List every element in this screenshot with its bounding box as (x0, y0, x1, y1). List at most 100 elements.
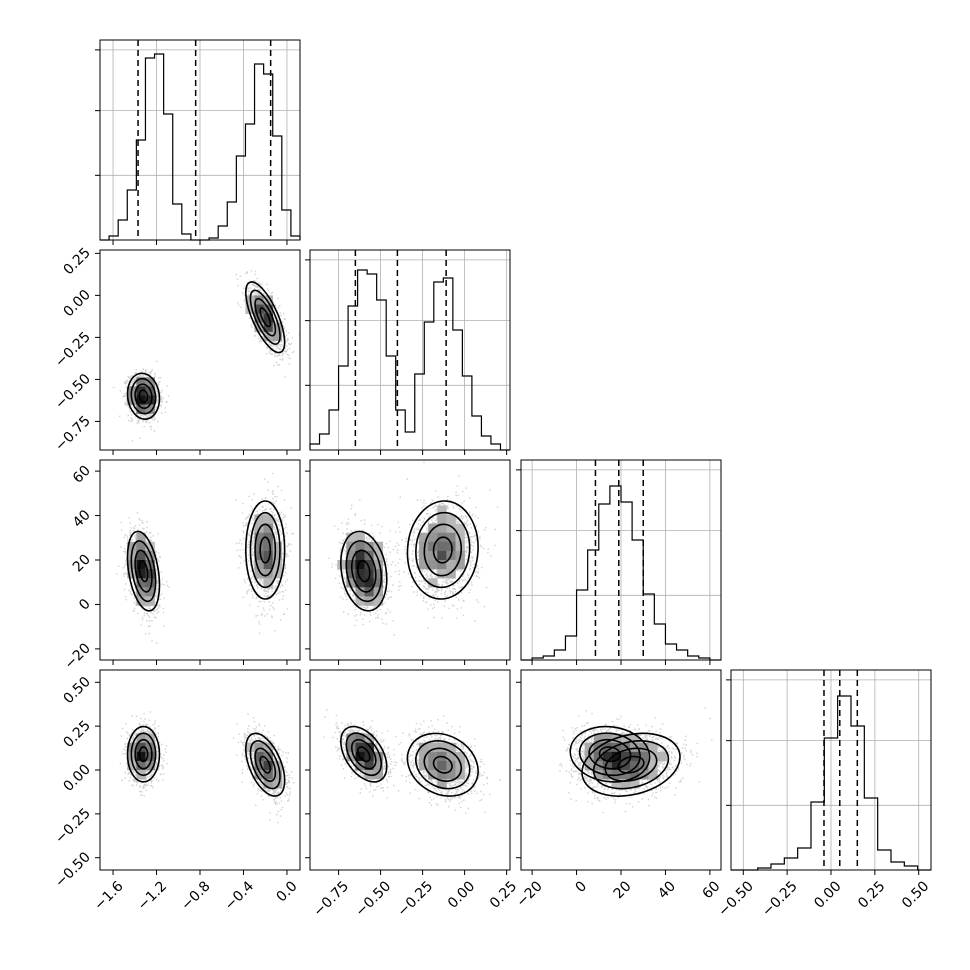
density-cell-2-1-6-16 (245, 304, 255, 314)
histogram-3-step (521, 485, 721, 661)
density-cell-4-2-9-15 (446, 751, 456, 762)
density-cell-3-1-8-18 (263, 532, 274, 543)
density-cell-3-2-13-4 (346, 578, 356, 588)
contour-4-1-mode2-level3 (249, 740, 281, 790)
density-cell-3-1-15-4 (136, 596, 146, 606)
density-cell-4-3-10-7 (584, 760, 595, 771)
density-cell-3-2-10-14 (437, 550, 447, 561)
density-body-3-2 (328, 461, 499, 636)
density-cell-4-3-9-11 (621, 751, 631, 762)
contour-4-1-mode1-level2 (134, 738, 153, 770)
density-cell-4-2-10-7 (373, 760, 384, 771)
density-cell-4-2-10-16 (455, 760, 465, 771)
contour-4-1-mode2-level1 (259, 755, 272, 774)
histogram-panel-2 (305, 249, 511, 455)
density-cell-3-2-8-12 (419, 532, 429, 543)
density-cell-3-2-11-15 (446, 560, 456, 570)
density-cell-3-1-9-5 (145, 541, 155, 552)
density-cell-4-3-7-11 (621, 733, 631, 744)
density-cell-4-2-8-14 (437, 742, 447, 753)
density-cell-4-1-9-17 (254, 751, 264, 762)
contour-2-1-mode2-level4 (245, 281, 286, 354)
density-cell-4-2-9-7 (373, 751, 384, 762)
density-cell-3-2-9-14 (437, 541, 447, 552)
contour-4-3-mode2-level3 (592, 740, 670, 790)
density-cell-3-1-11-18 (263, 560, 274, 570)
contour-4-1-mode2-level2 (254, 747, 277, 782)
density-cell-3-2-15-5 (355, 596, 365, 606)
density-cell-3-2-11-16 (455, 560, 465, 570)
contour-2-1-mode1-level1 (138, 389, 149, 404)
density-cell-3-2-5-14 (437, 505, 447, 515)
density-cell-3-2-10-7 (373, 550, 384, 561)
contour-3-1-mode2-level3 (249, 511, 281, 589)
density-cell-2-1-8-19 (272, 322, 283, 333)
density-cell-4-1-9-5 (145, 751, 155, 762)
density-panel-2-1 (95, 249, 301, 455)
density-cell-4-1-8-17 (254, 742, 264, 753)
density-panel-4-2 (305, 669, 511, 875)
density-cell-4-3-10-12 (630, 760, 640, 771)
density-cell-2-1-7-18 (263, 313, 274, 324)
density-cell-4-3-7-9 (602, 733, 613, 744)
density-cell-4-1-8-16 (245, 742, 255, 753)
density-cell-3-2-10-4 (346, 550, 356, 561)
density-cell-4-1-7-5 (145, 733, 155, 744)
contour-4-2-mode1-level2 (350, 738, 377, 770)
density-cell-3-2-8-15 (446, 532, 456, 543)
density-cell-4-3-7-8 (593, 733, 604, 744)
contour-4-2-mode1-level1 (356, 746, 371, 763)
density-cell-3-1-6-18 (263, 514, 274, 524)
density-cell-3-2-8-4 (346, 532, 356, 543)
density-cell-2-1-14-4 (136, 377, 146, 387)
density-cell-4-3-9-8 (593, 751, 604, 762)
density-cell-3-2-7-15 (446, 523, 456, 534)
contour-3-1-mode1-level3 (130, 540, 157, 603)
density-cell-2-1-9-19 (272, 331, 283, 342)
contour-4-1-mode1-level3 (130, 732, 157, 777)
density-cell-4-2-10-15 (446, 760, 456, 771)
density-cell-4-3-11-14 (648, 770, 658, 780)
density-cell-4-2-10-14 (437, 760, 447, 771)
density-cell-2-1-6-17 (254, 304, 264, 314)
density-body-3-1 (116, 472, 294, 644)
contour-3-2-mode1-level1 (356, 559, 371, 583)
contour-4-3-mode2-level4 (581, 732, 681, 797)
histogram-panel-1 (95, 39, 301, 245)
contour-4-3-mode1-level4 (569, 725, 651, 783)
density-cell-3-2-9-6 (364, 541, 374, 552)
density-cell-4-3-11-11 (621, 770, 631, 780)
density-cell-4-3-10-9 (602, 760, 613, 771)
density-cell-3-2-11-13 (428, 560, 438, 570)
density-cell-3-2-11-5 (355, 560, 365, 570)
density-cell-4-3-12-11 (621, 779, 631, 789)
contour-4-1-mode2-level4 (245, 732, 286, 797)
density-cell-4-3-9-13 (639, 751, 649, 762)
density-cell-3-1-9-17 (254, 541, 264, 552)
histogram-4-step (731, 695, 931, 871)
density-cell-3-2-13-6 (364, 578, 374, 588)
density-cell-4-3-9-9 (602, 751, 613, 762)
density-cell-2-1-5-17 (254, 295, 264, 305)
density-cell-3-1-12-17 (254, 569, 264, 579)
density-cell-3-1-9-19 (272, 541, 283, 552)
density-cell-4-1-9-18 (263, 751, 274, 762)
density-cell-4-1-12-19 (272, 779, 283, 789)
density-panel-4-3 (516, 669, 722, 875)
contour-3-1-mode2-level4 (245, 500, 286, 600)
density-cell-4-1-10-17 (254, 760, 264, 771)
density-cell-4-3-11-12 (630, 770, 640, 780)
density-cell-3-2-9-13 (428, 541, 438, 552)
density-cell-3-2-12-5 (355, 569, 365, 579)
density-cell-3-2-12-15 (446, 569, 456, 579)
density-cell-3-1-8-4 (136, 532, 146, 543)
density-cell-3-1-14-4 (136, 587, 146, 597)
density-cell-4-1-10-19 (272, 760, 283, 771)
density-cell-3-2-13-13 (428, 578, 438, 588)
density-cell-3-2-13-7 (373, 578, 384, 588)
density-cell-3-2-12-7 (373, 569, 384, 579)
density-cell-3-2-11-6 (364, 560, 374, 570)
density-cell-3-2-12-4 (346, 569, 356, 579)
histogram-panel-4 (726, 669, 932, 875)
